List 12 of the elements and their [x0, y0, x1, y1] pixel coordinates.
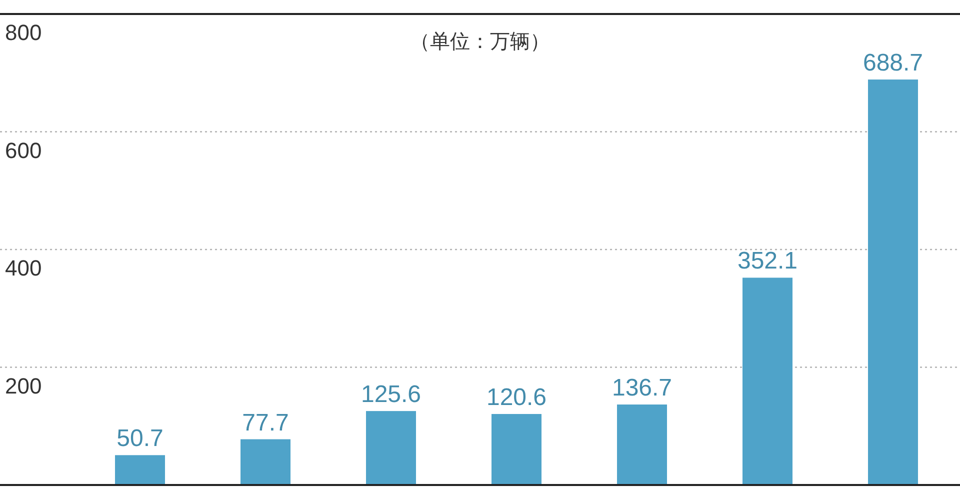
y-tick-label: 600: [5, 138, 42, 163]
data-label: 120.6: [486, 384, 547, 411]
data-label: 125.6: [360, 381, 422, 408]
data-label: 688.7: [862, 50, 924, 77]
y-tick-label: 200: [5, 373, 42, 398]
data-label: 352.1: [737, 248, 798, 275]
data-label: 77.7: [242, 409, 289, 436]
y-tick-label: 400: [5, 256, 42, 280]
data-label: 50.7: [116, 425, 164, 452]
text: （单位：万辆）: [410, 31, 550, 53]
y-tick-label: 800: [5, 20, 42, 45]
data-label: 136.7: [612, 374, 672, 402]
